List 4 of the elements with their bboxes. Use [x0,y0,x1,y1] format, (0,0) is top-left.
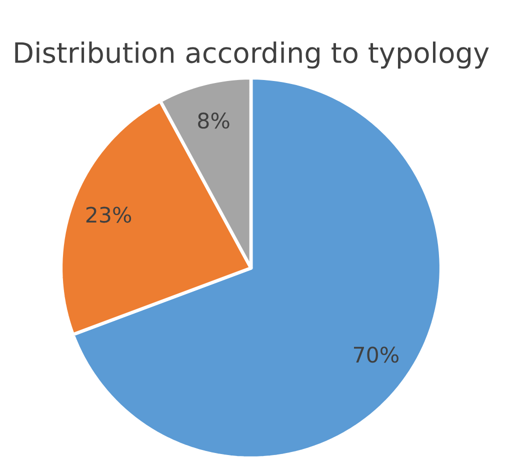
data-label: 23% [86,206,132,223]
data-label: 70% [354,346,398,363]
data-label: 8% [198,112,230,129]
chart-title: Distribution according to typology [15,42,489,69]
